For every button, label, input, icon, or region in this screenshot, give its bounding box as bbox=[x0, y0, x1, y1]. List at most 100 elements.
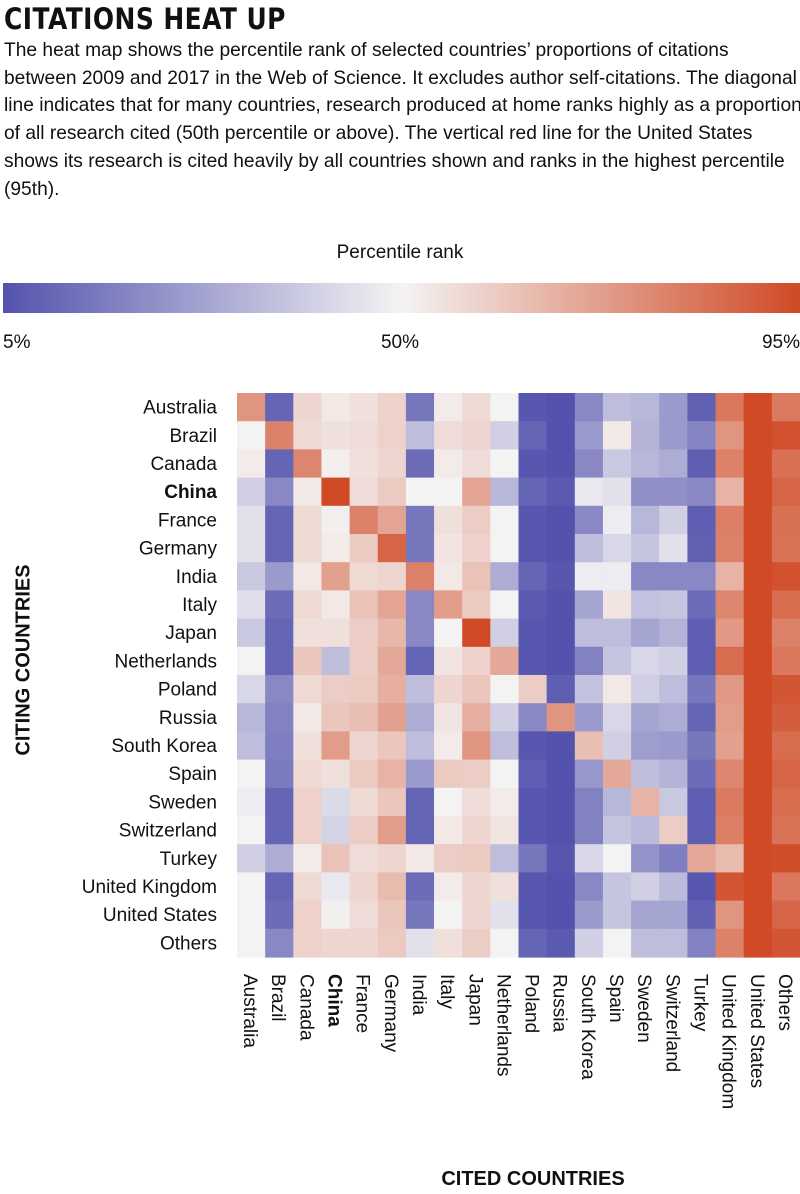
heatmap-cell bbox=[743, 562, 773, 591]
column-label: China bbox=[324, 974, 345, 1027]
heatmap-cell bbox=[434, 731, 463, 761]
heatmap-cell bbox=[518, 928, 548, 958]
heatmap-cell bbox=[602, 675, 632, 704]
heatmap-cell bbox=[631, 731, 660, 761]
heatmap-cell bbox=[715, 505, 745, 535]
heatmap-cell bbox=[771, 534, 800, 563]
heatmap-cell bbox=[715, 787, 745, 817]
heatmap-cell bbox=[659, 731, 688, 761]
heatmap-cell bbox=[321, 618, 351, 648]
heatmap-cell bbox=[546, 872, 576, 902]
heatmap-cell bbox=[490, 393, 520, 422]
column-label: United Kingdom bbox=[718, 974, 739, 1109]
heatmap-cell bbox=[659, 449, 688, 479]
heatmap-cell bbox=[237, 787, 266, 817]
heatmap-cell bbox=[265, 618, 294, 648]
column-label: Brazil bbox=[267, 974, 288, 1022]
heatmap-cell bbox=[377, 928, 407, 958]
heatmap-cell bbox=[349, 393, 379, 422]
heatmap-cell bbox=[349, 449, 379, 479]
heatmap-cell bbox=[265, 759, 294, 789]
heatmap-cell bbox=[349, 787, 379, 817]
heatmap-cell bbox=[743, 590, 773, 620]
heatmap-cell bbox=[631, 449, 660, 479]
heatmap-cell bbox=[265, 844, 294, 873]
row-label: Germany bbox=[139, 539, 218, 560]
heatmap-cell bbox=[546, 759, 576, 789]
heatmap-cell bbox=[490, 646, 520, 676]
heatmap-cell bbox=[265, 872, 294, 902]
heatmap-cell bbox=[546, 675, 576, 704]
heatmap-cell bbox=[518, 787, 548, 817]
heatmap-cell bbox=[574, 505, 604, 535]
heatmap-cell bbox=[771, 675, 800, 704]
heatmap-cell bbox=[462, 421, 491, 450]
heatmap-cell bbox=[293, 590, 323, 620]
heatmap-cell bbox=[518, 900, 548, 930]
heatmap-cell bbox=[377, 787, 407, 817]
heatmap-cell bbox=[518, 562, 548, 591]
heatmap-cell bbox=[321, 928, 351, 958]
heatmap-cell bbox=[546, 449, 576, 479]
legend-title: Percentile rank bbox=[336, 242, 464, 263]
heatmap-cell bbox=[405, 562, 435, 591]
heatmap-cell bbox=[602, 393, 632, 422]
heatmap-cell bbox=[462, 646, 491, 676]
heatmap-cell bbox=[687, 534, 717, 563]
column-label: United States bbox=[746, 974, 767, 1088]
column-label: Poland bbox=[521, 974, 542, 1033]
heatmap-cell bbox=[349, 477, 379, 507]
heatmap-cell bbox=[743, 505, 773, 535]
heatmap-cell bbox=[687, 562, 717, 591]
heatmap-cell bbox=[321, 646, 351, 676]
heatmap-cell bbox=[490, 534, 520, 563]
heatmap-cell bbox=[434, 844, 463, 873]
heatmap-cell bbox=[405, 787, 435, 817]
heatmap-cell bbox=[237, 449, 266, 479]
heatmap-cell bbox=[546, 731, 576, 761]
row-label: France bbox=[158, 510, 217, 531]
heatmap-cell bbox=[237, 900, 266, 930]
heatmap-cell bbox=[602, 646, 632, 676]
heatmap-cell bbox=[574, 759, 604, 789]
heatmap-cell bbox=[631, 393, 660, 422]
row-label: Switzerland bbox=[119, 821, 217, 842]
heatmap-cell bbox=[659, 421, 688, 450]
heatmap-cell bbox=[321, 872, 351, 902]
heatmap-cell bbox=[377, 872, 407, 902]
heatmap-cell bbox=[405, 421, 435, 450]
heatmap-cell bbox=[546, 844, 576, 873]
heatmap-cell bbox=[659, 787, 688, 817]
heatmap-cell bbox=[574, 393, 604, 422]
heatmap-cell bbox=[518, 675, 548, 704]
heatmap-cell bbox=[743, 675, 773, 704]
heatmap-cell bbox=[434, 675, 463, 704]
row-label: United States bbox=[103, 905, 217, 926]
heatmap-cell bbox=[546, 703, 576, 732]
heatmap-cell bbox=[771, 703, 800, 732]
heatmap-cell bbox=[349, 872, 379, 902]
heatmap-cell bbox=[321, 844, 351, 873]
heatmap-cell bbox=[687, 844, 717, 873]
heatmap-cell bbox=[434, 900, 463, 930]
row-label: Others bbox=[160, 933, 217, 954]
heatmap-cell bbox=[771, 928, 800, 958]
heatmap-cell bbox=[265, 393, 294, 422]
heatmap-cell bbox=[574, 534, 604, 563]
heatmap-cell bbox=[715, 590, 745, 620]
column-label: Spain bbox=[605, 974, 626, 1023]
x-axis-title: CITED COUNTRIES bbox=[441, 1168, 625, 1190]
heatmap-cell bbox=[687, 928, 717, 958]
heatmap-cell bbox=[434, 703, 463, 732]
heatmap-cell bbox=[293, 562, 323, 591]
heatmap-cell bbox=[293, 900, 323, 930]
row-label: Russia bbox=[159, 708, 218, 729]
heatmap-cell bbox=[574, 675, 604, 704]
heatmap-cell bbox=[771, 477, 800, 507]
heatmap-cell bbox=[631, 872, 660, 902]
heatmap-cell bbox=[265, 816, 294, 845]
legend-color-bar bbox=[3, 283, 800, 313]
heatmap-cell bbox=[659, 477, 688, 507]
heatmap-cell bbox=[293, 731, 323, 761]
heatmap-cell bbox=[771, 731, 800, 761]
